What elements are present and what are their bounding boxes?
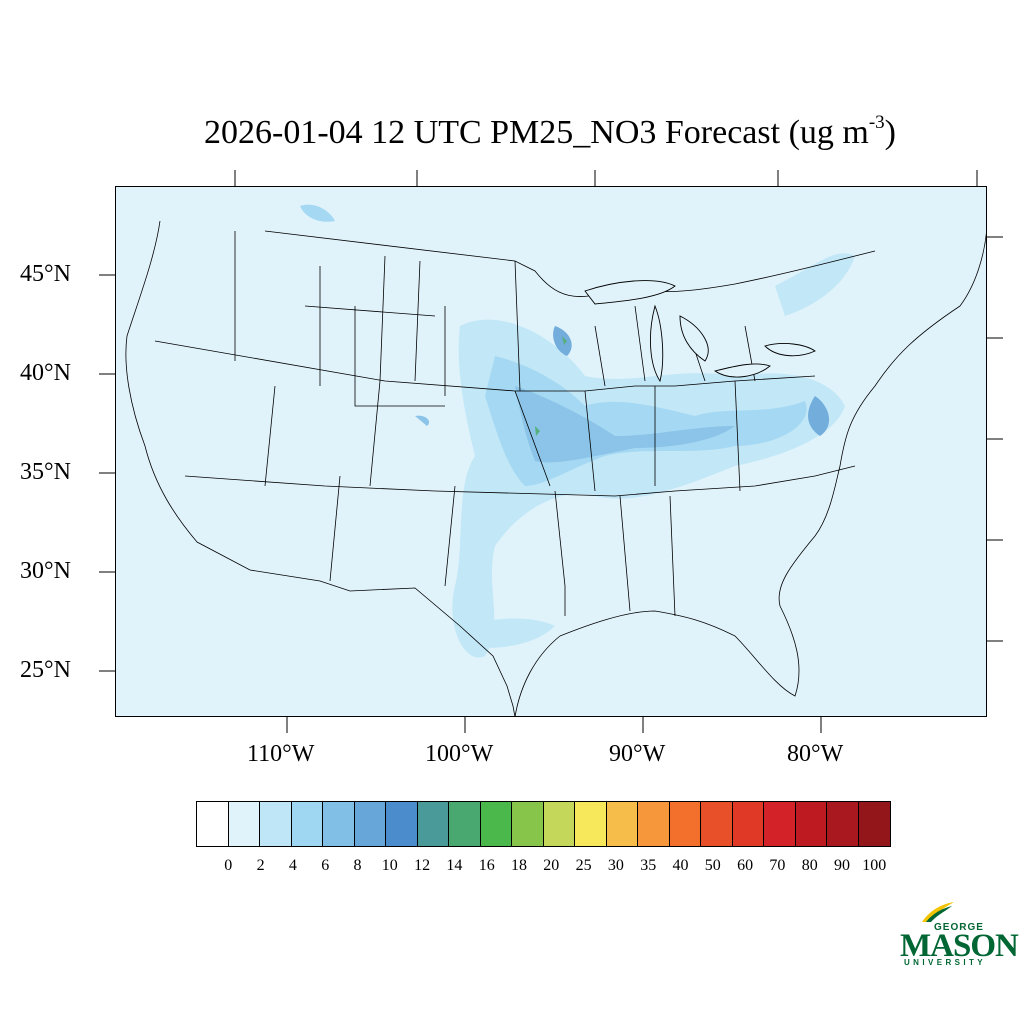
colorbar-label: 100 — [862, 857, 887, 874]
colorbar-swatch — [858, 802, 890, 846]
colorbar-label: 90 — [834, 857, 850, 874]
title-close: ) — [884, 114, 896, 151]
gmu-logo: GEORGE MASON UNIVERSITY — [896, 898, 1019, 970]
colorbar-label: 16 — [478, 857, 495, 874]
colorbar-label: 0 — [224, 857, 233, 874]
colorbar-swatch — [795, 802, 827, 846]
colorbar-label: 10 — [381, 857, 398, 874]
map-title: 2026-01-04 12 UTC PM25_NO3 Forecast (ug … — [0, 112, 1024, 152]
lat-label-25: 25°N — [20, 657, 71, 683]
title-exponent: -3 — [868, 112, 885, 133]
lat-label-30: 30°N — [20, 558, 71, 584]
title-text: 2026-01-04 12 UTC PM25_NO3 Forecast (ug … — [204, 114, 869, 151]
lon-label-90: 90°W — [609, 741, 666, 767]
great-lakes — [584, 280, 816, 383]
colorbar-label: 8 — [353, 857, 362, 874]
map-border — [115, 186, 987, 717]
colorbar-label: 14 — [446, 857, 463, 874]
colorbar-label: 6 — [321, 857, 330, 874]
colorbar-label: 2 — [256, 857, 265, 874]
colorbar-swatch — [764, 802, 796, 846]
colorbar-swatch — [575, 802, 607, 846]
lon-label-80: 80°W — [787, 741, 844, 767]
colorbar-label: 50 — [704, 857, 721, 874]
logo-george: GEORGE — [934, 922, 984, 933]
lon-label-100: 100°W — [425, 741, 494, 767]
colorbar-swatch — [323, 802, 355, 846]
colorbar-label: 60 — [737, 857, 754, 874]
colorbar-label: 4 — [288, 857, 297, 874]
logo-swoosh-icon — [922, 902, 954, 922]
colorbar-swatch — [606, 802, 638, 846]
colorbar-swatch — [732, 802, 764, 846]
state-boundaries — [125, 220, 987, 717]
forecast-map — [115, 186, 987, 717]
colorbar-swatch — [512, 802, 544, 846]
colorbar-swatch — [260, 802, 292, 846]
colorbar-swatch — [449, 802, 481, 846]
colorbar-swatch — [386, 802, 418, 846]
colorbar-label: 12 — [414, 857, 431, 874]
colorbar-swatch — [480, 802, 512, 846]
colorbar-label: 40 — [672, 857, 689, 874]
colorbar-swatch — [354, 802, 386, 846]
lon-label-110: 110°W — [247, 741, 315, 767]
lat-label-45: 45°N — [20, 261, 71, 287]
colorbar-swatch — [197, 802, 229, 846]
logo-mason: MASON — [900, 928, 1019, 964]
colorbar-label: 35 — [640, 857, 657, 874]
colorbar-label: 70 — [769, 857, 786, 874]
concentration-shading — [300, 204, 855, 658]
colorbar-swatch — [291, 802, 323, 846]
colorbar-swatch — [827, 802, 859, 846]
colorbar-label: 20 — [543, 857, 560, 874]
colorbar-swatch — [543, 802, 575, 846]
colorbar-label: 18 — [511, 857, 527, 874]
logo-university: UNIVERSITY — [904, 958, 987, 967]
colorbar-swatch — [417, 802, 449, 846]
colorbar-label: 25 — [575, 857, 592, 874]
colorbar — [196, 801, 891, 847]
colorbar-swatch — [228, 802, 260, 846]
colorbar-swatch — [669, 802, 701, 846]
colorbar-label: 80 — [801, 857, 818, 874]
colorbar-label: 30 — [607, 857, 624, 874]
lat-label-35: 35°N — [20, 459, 71, 485]
lat-label-40: 40°N — [20, 360, 71, 386]
colorbar-swatch — [701, 802, 733, 846]
colorbar-swatch — [638, 802, 670, 846]
